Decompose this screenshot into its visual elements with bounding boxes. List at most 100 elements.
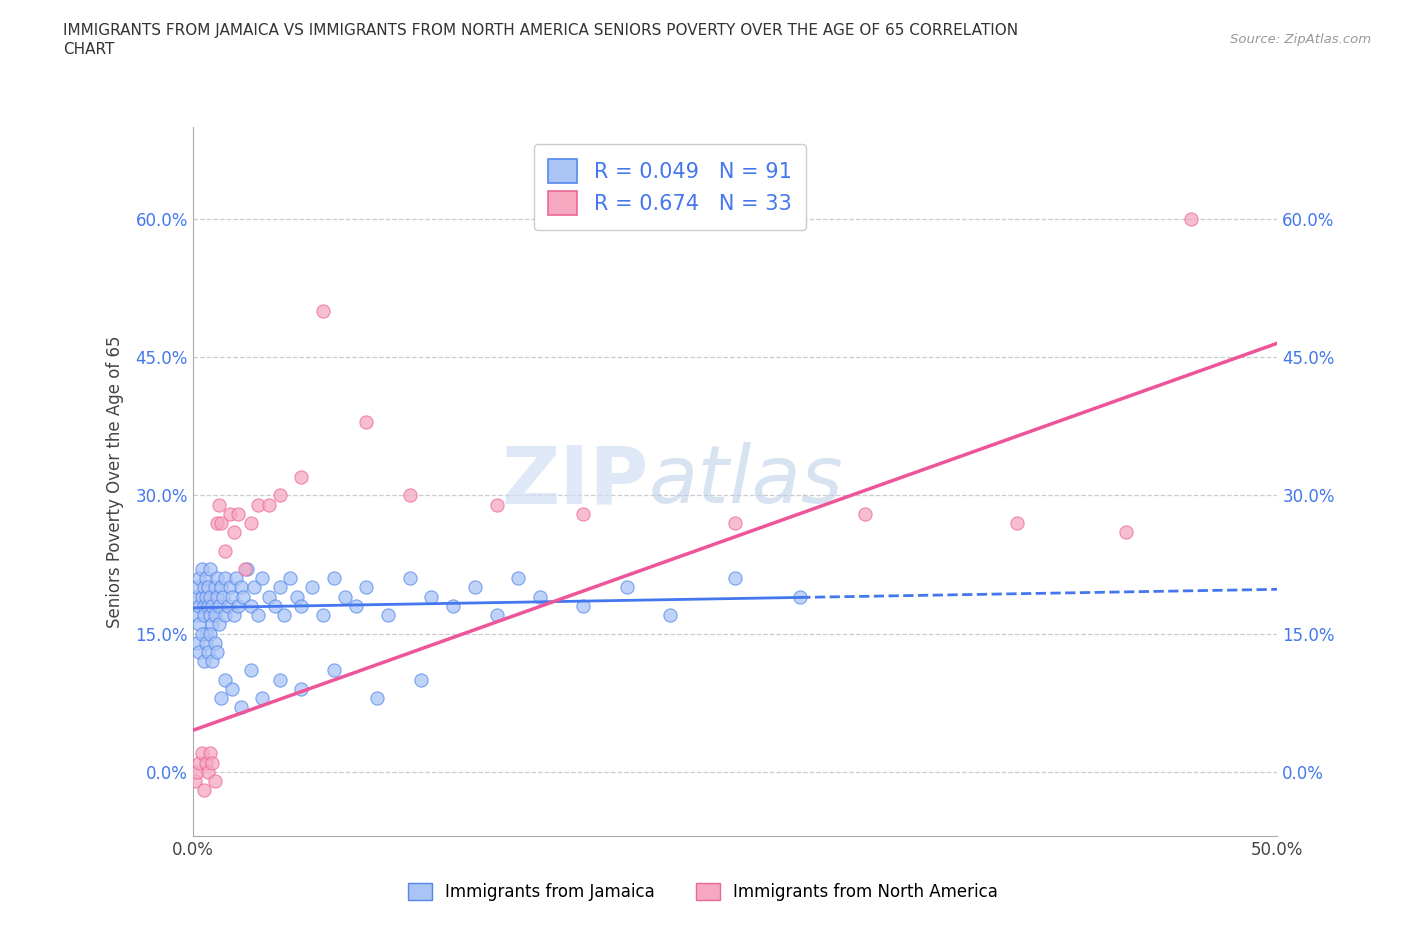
Point: [221, 682, 243, 697]
Point: [322, 571, 344, 586]
Point: [197, 644, 219, 659]
Point: [186, 764, 208, 779]
Point: [333, 590, 356, 604]
Point: [188, 571, 211, 586]
Point: [190, 562, 212, 577]
Text: CHART: CHART: [63, 42, 115, 57]
Point: [208, 497, 231, 512]
Point: [221, 590, 243, 604]
Point: [193, 599, 215, 614]
Point: [188, 755, 211, 770]
Point: [724, 515, 747, 530]
Point: [200, 607, 222, 622]
Point: [290, 682, 312, 697]
Point: [222, 525, 245, 539]
Point: [269, 488, 291, 503]
Point: [572, 506, 595, 521]
Point: [228, 506, 250, 521]
Point: [232, 590, 254, 604]
Point: [209, 580, 232, 595]
Point: [204, 607, 226, 622]
Text: IMMIGRANTS FROM JAMAICA VS IMMIGRANTS FROM NORTH AMERICA SENIORS POVERTY OVER TH: IMMIGRANTS FROM JAMAICA VS IMMIGRANTS FR…: [63, 23, 1018, 38]
Point: [222, 607, 245, 622]
Point: [252, 691, 274, 706]
Point: [264, 599, 287, 614]
Point: [724, 571, 747, 586]
Point: [240, 515, 263, 530]
Point: [312, 303, 335, 318]
Point: [322, 663, 344, 678]
Point: [217, 599, 239, 614]
Point: [200, 626, 222, 641]
Point: [228, 599, 250, 614]
Point: [285, 590, 308, 604]
Point: [240, 663, 263, 678]
Point: [186, 607, 208, 622]
Point: [197, 599, 219, 614]
Point: [246, 497, 269, 512]
Point: [377, 607, 399, 622]
Point: [201, 755, 224, 770]
Point: [186, 635, 208, 650]
Point: [214, 672, 236, 687]
Point: [441, 599, 464, 614]
Point: [290, 599, 312, 614]
Point: [200, 590, 222, 604]
Point: [229, 700, 252, 715]
Point: [200, 562, 222, 577]
Y-axis label: Seniors Poverty Over the Age of 65: Seniors Poverty Over the Age of 65: [107, 335, 124, 628]
Point: [1180, 211, 1202, 226]
Point: [366, 691, 388, 706]
Point: [209, 691, 232, 706]
Point: [356, 414, 378, 429]
Point: [209, 515, 232, 530]
Point: [214, 607, 236, 622]
Point: [190, 746, 212, 761]
Point: [201, 599, 224, 614]
Point: [398, 571, 420, 586]
Point: [257, 590, 280, 604]
Point: [190, 626, 212, 641]
Point: [409, 672, 432, 687]
Text: atlas: atlas: [648, 443, 844, 521]
Point: [204, 635, 226, 650]
Point: [269, 672, 291, 687]
Point: [218, 506, 240, 521]
Point: [616, 580, 638, 595]
Point: [420, 590, 443, 604]
Point: [205, 590, 228, 604]
Point: [214, 571, 236, 586]
Point: [252, 571, 274, 586]
Point: [356, 580, 378, 595]
Point: [269, 580, 291, 595]
Text: ZIP: ZIP: [501, 443, 648, 521]
Point: [188, 617, 211, 631]
Point: [225, 571, 247, 586]
Point: [208, 617, 231, 631]
Point: [186, 580, 208, 595]
Point: [218, 580, 240, 595]
Point: [194, 590, 217, 604]
Point: [485, 497, 508, 512]
Point: [193, 607, 215, 622]
Point: [508, 571, 530, 586]
Point: [246, 607, 269, 622]
Point: [1115, 525, 1137, 539]
Point: [212, 590, 235, 604]
Point: [197, 580, 219, 595]
Point: [194, 755, 217, 770]
Point: [240, 599, 263, 614]
Point: [201, 654, 224, 669]
Text: Source: ZipAtlas.com: Source: ZipAtlas.com: [1230, 33, 1371, 46]
Point: [204, 580, 226, 595]
Point: [312, 607, 335, 622]
Point: [190, 590, 212, 604]
Point: [194, 635, 217, 650]
Point: [193, 783, 215, 798]
Point: [200, 746, 222, 761]
Point: [257, 497, 280, 512]
Point: [205, 644, 228, 659]
Point: [204, 774, 226, 789]
Point: [184, 590, 207, 604]
Point: [201, 617, 224, 631]
